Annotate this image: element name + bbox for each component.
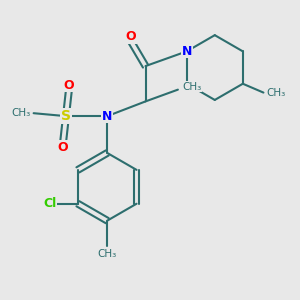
Text: N: N — [102, 110, 112, 123]
Text: Cl: Cl — [43, 197, 57, 210]
Text: O: O — [58, 141, 68, 154]
Text: S: S — [61, 109, 71, 123]
Text: CH₃: CH₃ — [98, 249, 117, 259]
Text: CH₃: CH₃ — [11, 108, 31, 118]
Text: O: O — [64, 79, 74, 92]
Text: N: N — [182, 45, 192, 58]
Text: O: O — [125, 30, 136, 43]
Text: CH₃: CH₃ — [266, 88, 286, 98]
Text: CH₃: CH₃ — [182, 82, 202, 92]
